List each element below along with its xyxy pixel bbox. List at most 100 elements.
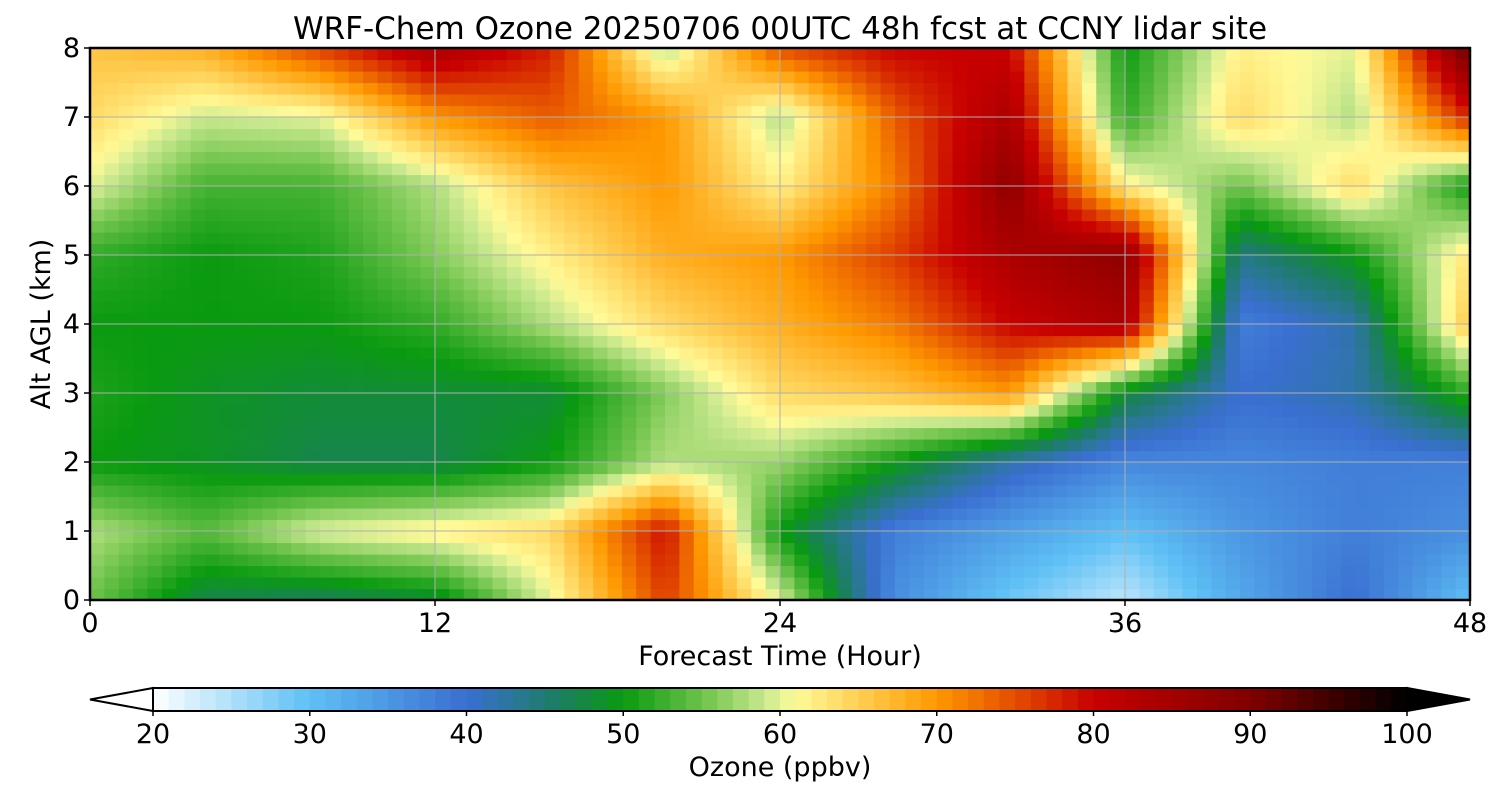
heatmap-cell (780, 370, 795, 383)
heatmap-cell (90, 255, 105, 268)
heatmap-cell (320, 301, 335, 314)
heatmap-cell (1240, 186, 1255, 199)
heatmap-cell (104, 301, 120, 314)
heatmap-cell (866, 462, 882, 475)
heatmap-cell (966, 439, 982, 452)
heatmap-cell (233, 519, 249, 532)
heatmap-cell (133, 324, 149, 337)
heatmap-cell (593, 347, 609, 360)
heatmap-cell (334, 542, 350, 555)
heatmap-cell (1383, 174, 1399, 187)
heatmap-cell (851, 243, 867, 256)
heatmap-cell (794, 496, 810, 509)
heatmap-cell (578, 519, 594, 532)
heatmap-cell (693, 278, 709, 291)
heatmap-cell (104, 439, 120, 452)
heatmap-cell (1096, 324, 1112, 337)
heatmap-cell (391, 140, 407, 153)
heatmap-cell (794, 416, 810, 429)
heatmap-cell (708, 381, 724, 394)
heatmap-cell (348, 82, 364, 95)
heatmap-cell (1441, 151, 1457, 164)
heatmap-cell (823, 117, 839, 130)
heatmap-cell (1426, 450, 1442, 463)
heatmap-cell (1182, 519, 1198, 532)
heatmap-cell (463, 554, 479, 567)
heatmap-cell (981, 186, 997, 199)
heatmap-cell (1024, 48, 1040, 61)
heatmap-cell (679, 117, 695, 130)
heatmap-cell (420, 82, 436, 95)
heatmap-cell (808, 496, 824, 509)
heatmap-cell (478, 197, 494, 210)
heatmap-cell (233, 312, 249, 325)
heatmap-cell (693, 519, 709, 532)
heatmap-cell (1081, 71, 1097, 84)
heatmap-cell (1311, 370, 1327, 383)
heatmap-cell (650, 588, 666, 601)
heatmap-cell (305, 485, 321, 498)
heatmap-cell (1168, 462, 1184, 475)
heatmap-cell (1283, 439, 1299, 452)
heatmap-cell (1067, 496, 1083, 509)
heatmap-cell (90, 71, 105, 84)
heatmap-cell (1355, 232, 1370, 245)
heatmap-cell (1283, 358, 1299, 371)
heatmap-cell (1110, 174, 1126, 187)
heatmap-cell (1254, 243, 1270, 256)
heatmap-cell (751, 128, 767, 141)
heatmap-cell (722, 588, 738, 601)
heatmap-cell (478, 174, 494, 187)
heatmap-cell (851, 416, 867, 429)
heatmap-cell (463, 531, 479, 544)
heatmap-cell (607, 186, 623, 199)
heatmap-cell (147, 404, 163, 417)
heatmap-cell (291, 209, 307, 222)
heatmap-cell (923, 117, 939, 130)
heatmap-cell (90, 588, 105, 601)
heatmap-cell (736, 301, 752, 314)
heatmap-cell (1010, 554, 1025, 567)
heatmap-cell (1426, 324, 1442, 337)
heatmap-cell (348, 473, 364, 486)
heatmap-cell (377, 266, 393, 279)
heatmap-cell (1139, 577, 1155, 590)
heatmap-cell (1010, 450, 1025, 463)
heatmap-cell (205, 542, 220, 555)
heatmap-cell (1426, 266, 1442, 279)
heatmap-cell (866, 324, 882, 337)
heatmap-cell (1038, 128, 1054, 141)
heatmap-cell (190, 577, 206, 590)
heatmap-cell (492, 462, 508, 475)
heatmap-cell (981, 266, 997, 279)
heatmap-cell (650, 347, 666, 360)
heatmap-cell (305, 358, 321, 371)
heatmap-cell (449, 128, 465, 141)
heatmap-cell (808, 577, 824, 590)
heatmap-cell (1369, 381, 1385, 394)
heatmap-cell (981, 531, 997, 544)
heatmap-cell (1240, 59, 1255, 72)
heatmap-cell (118, 485, 134, 498)
heatmap-cell (363, 427, 379, 440)
heatmap-cell (665, 335, 680, 348)
heatmap-cell (1182, 278, 1198, 291)
heatmap-cell (693, 542, 709, 555)
heatmap-cell (1355, 531, 1370, 544)
heatmap-cell (391, 577, 407, 590)
heatmap-cell (262, 243, 278, 256)
heatmap-cell (291, 542, 307, 555)
heatmap-cell (334, 140, 350, 153)
heatmap-cell (391, 312, 407, 325)
heatmap-cell (435, 186, 450, 199)
heatmap-cell (1139, 48, 1155, 61)
heatmap-cell (291, 186, 307, 199)
heatmap-cell (765, 565, 781, 578)
heatmap-cell (952, 554, 968, 567)
heatmap-cell (1326, 117, 1342, 130)
heatmap-cell (808, 542, 824, 555)
heatmap-cell (248, 347, 264, 360)
heatmap-cell (478, 531, 494, 544)
heatmap-cell (1139, 266, 1155, 279)
heatmap-cell (1283, 312, 1299, 325)
